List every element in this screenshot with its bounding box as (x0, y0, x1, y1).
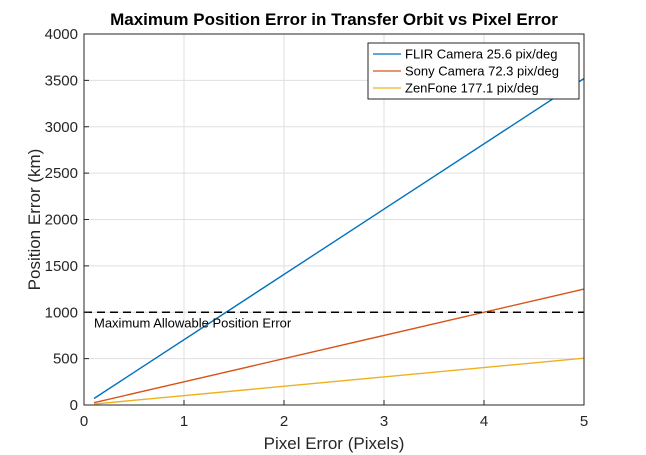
x-axis-label: Pixel Error (Pixels) (264, 434, 405, 453)
legend-box (367, 42, 580, 100)
chart-title: Maximum Position Error in Transfer Orbit… (110, 10, 558, 29)
x-tick-label: 4 (480, 413, 488, 430)
series-lines (93, 77, 585, 405)
x-tick-label: 2 (280, 413, 288, 430)
y-tick-label: 3500 (45, 72, 78, 89)
series-line-1 (93, 288, 585, 404)
legend-entry-sony: Sony Camera 72.3 pix/deg (405, 64, 559, 79)
y-tick-label: 0 (70, 397, 78, 414)
y-axis-label: Position Error (km) (25, 149, 44, 291)
x-tick-label: 3 (380, 413, 388, 430)
y-tick-label: 4000 (45, 26, 78, 43)
y-tick-label: 2000 (45, 212, 78, 229)
series-line-2 (93, 357, 585, 405)
series-line-0 (93, 77, 585, 400)
x-tick-label: 5 (580, 413, 588, 430)
y-tick-label: 2500 (45, 165, 78, 182)
x-tick-label: 1 (180, 413, 188, 430)
legend-entry-zenfone: ZenFone 177.1 pix/deg (405, 81, 539, 96)
y-tick-label: 3000 (45, 119, 78, 136)
y-tick-label: 1000 (45, 304, 78, 321)
max-allowable-error-label: Maximum Allowable Position Error (94, 315, 292, 330)
x-tick-label: 0 (80, 413, 88, 430)
legend: FLIR Camera 25.6 pix/deg Sony Camera 72.… (367, 42, 580, 100)
legend-entry-flir: FLIR Camera 25.6 pix/deg (405, 47, 557, 62)
ticks: 0 1 2 3 4 5 0 500 1000 1500 2000 2500 3000 3500 4000 (45, 26, 589, 430)
y-tick-label: 500 (53, 351, 78, 368)
y-tick-label: 1500 (45, 258, 78, 275)
